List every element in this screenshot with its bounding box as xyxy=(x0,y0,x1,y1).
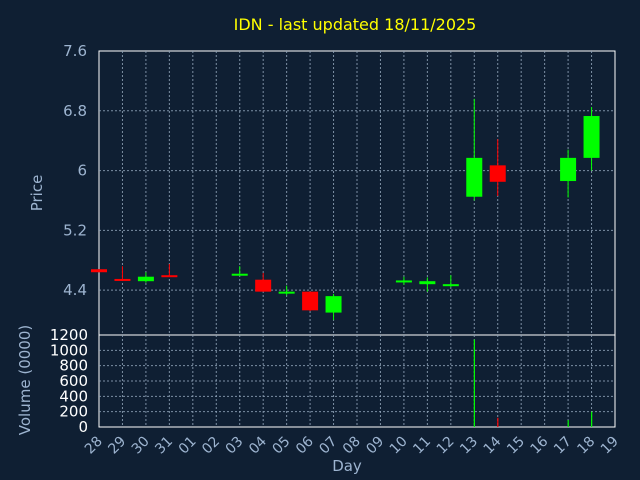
candle-body xyxy=(560,157,577,182)
candle-body xyxy=(91,269,107,273)
candle-body xyxy=(302,291,319,311)
candle-body xyxy=(231,273,248,276)
x-tick-label: 19 xyxy=(598,434,622,458)
volume-bar xyxy=(473,339,475,427)
candle-body xyxy=(278,291,295,294)
volume-tick-label: 400 xyxy=(59,387,88,405)
chart-title: IDN - last updated 18/11/2025 xyxy=(234,15,477,34)
candle-body xyxy=(325,296,342,313)
candle-body xyxy=(137,276,154,282)
candle-body xyxy=(466,157,483,197)
candle-body xyxy=(161,275,178,278)
volume-gridlines xyxy=(99,335,615,427)
x-tick-label: 11 xyxy=(410,434,434,458)
volume-bar xyxy=(591,411,593,427)
candle-body xyxy=(419,281,436,285)
candle-body xyxy=(255,279,272,292)
x-tick-label: 30 xyxy=(129,434,153,458)
candle-body xyxy=(583,116,600,158)
x-tick-label: 08 xyxy=(340,434,364,458)
price-tick-label: 4.4 xyxy=(63,281,87,299)
candles xyxy=(91,98,600,321)
candle-body xyxy=(114,278,131,281)
x-tick-label: 18 xyxy=(574,434,598,458)
x-tick-label: 14 xyxy=(481,433,505,457)
volume-bar xyxy=(567,420,569,427)
x-tick-label: 06 xyxy=(293,433,317,457)
x-tick-label: 10 xyxy=(387,434,411,458)
price-panel: 4.4 5.2 6 6.8 7.6 Price xyxy=(28,42,616,336)
volume-tick-label: 0 xyxy=(78,418,88,436)
volume-axis-label: Volume (0000) xyxy=(16,325,34,435)
x-axis-ticks: 28 29 30 31 01 02 03 04 05 06 07 08 09 10 11 12 13 14 15 16… xyxy=(82,433,622,457)
x-tick-label: 17 xyxy=(551,434,575,458)
price-axis-label: Price xyxy=(28,175,46,212)
x-tick-label: 29 xyxy=(105,434,129,458)
x-tick-label: 09 xyxy=(363,434,387,458)
volume-bars xyxy=(473,339,593,427)
price-gridlines xyxy=(99,51,615,335)
x-tick-label: 05 xyxy=(270,434,294,458)
volume-tick-label: 1200 xyxy=(50,326,88,344)
x-tick-label: 28 xyxy=(82,434,106,458)
price-tick-label: 5.2 xyxy=(63,221,87,239)
price-tick-label: 6.8 xyxy=(63,102,87,120)
candle-body xyxy=(395,280,412,283)
x-tick-label: 31 xyxy=(152,434,176,458)
volume-tick-label: 600 xyxy=(59,372,88,390)
x-axis-label: Day xyxy=(332,457,362,475)
volume-bar xyxy=(497,417,499,427)
candle-body xyxy=(442,284,459,287)
price-tick-label: 7.6 xyxy=(63,42,87,60)
x-tick-label: 12 xyxy=(434,434,458,458)
x-tick-label: 03 xyxy=(223,434,247,458)
x-tick-label: 04 xyxy=(246,433,270,457)
price-axis-ticks: 4.4 5.2 6 6.8 7.6 xyxy=(63,42,87,299)
volume-tick-label: 1000 xyxy=(50,341,88,359)
x-tick-label: 16 xyxy=(528,433,552,457)
x-tick-label: 01 xyxy=(176,434,200,458)
candle-body xyxy=(489,165,506,182)
x-tick-label: 07 xyxy=(316,434,340,458)
volume-tick-label: 800 xyxy=(59,357,88,375)
price-tick-label: 6 xyxy=(77,162,87,180)
x-tick-label: 13 xyxy=(457,434,481,458)
volume-tick-label: 200 xyxy=(59,403,88,421)
x-tick-label: 15 xyxy=(504,434,528,458)
x-tick-label: 02 xyxy=(199,434,223,458)
